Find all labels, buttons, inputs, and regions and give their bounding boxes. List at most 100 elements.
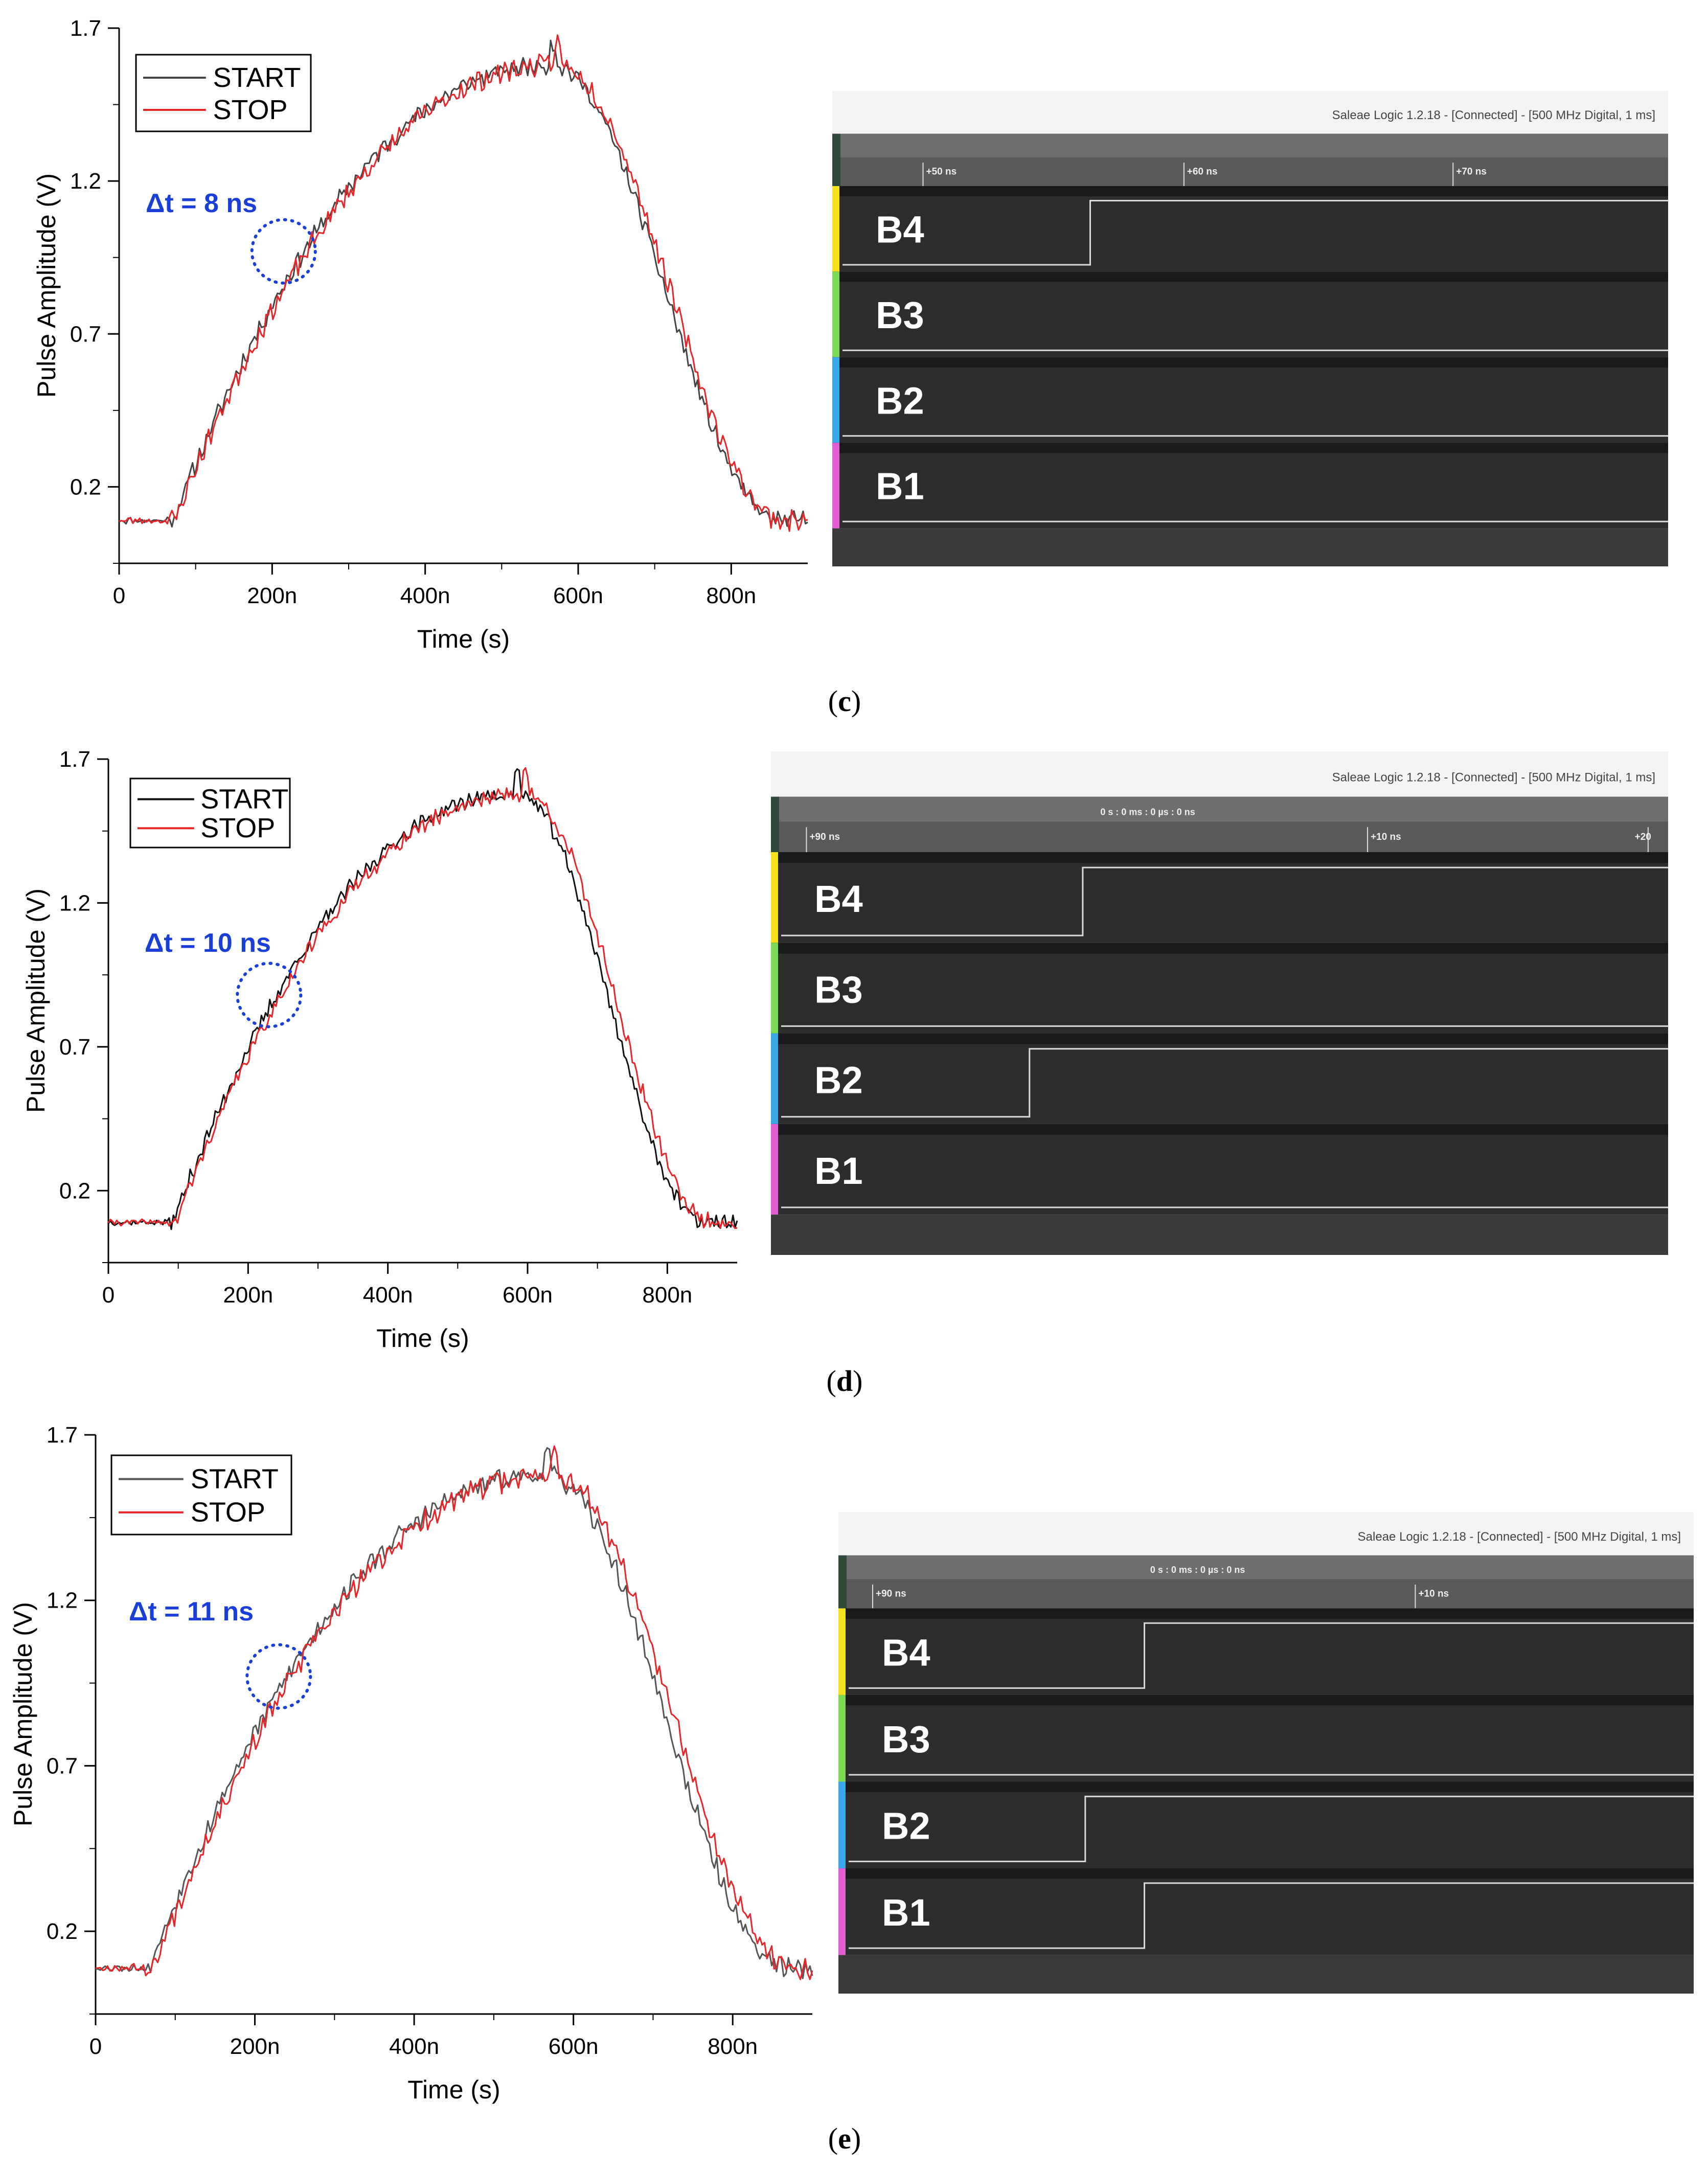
logic-channel-gap	[832, 357, 1668, 368]
logic-channel-label: B1	[814, 1150, 863, 1192]
delta-t-ellipse	[250, 218, 317, 285]
series-line-start	[107, 768, 738, 1230]
logic-channel-color-b3	[771, 943, 778, 1034]
logic-ruler-top	[838, 1555, 1694, 1580]
series-line-stop	[107, 767, 738, 1229]
logic-ruler-tick-label: +60 ns	[1187, 166, 1218, 177]
x-tick-label: 800n	[708, 2034, 758, 2059]
logic-channel-gap	[838, 1608, 1694, 1619]
logic-footer	[771, 1215, 1668, 1255]
logic-channel-row	[838, 1695, 1694, 1782]
y-tick-label: 1.7	[47, 1423, 78, 1448]
x-tick-label: 0	[89, 2034, 102, 2059]
legend-label: STOP	[213, 95, 287, 125]
logic-channel-gap	[832, 271, 1668, 282]
logic-ruler-top	[832, 133, 1668, 157]
legend-label: START	[213, 62, 301, 93]
logic-waveform-b2	[781, 1048, 1668, 1118]
logic-channel-label: B1	[876, 465, 924, 508]
logic-waveform-b4	[842, 199, 1668, 266]
logic-channel-label: B3	[876, 294, 924, 336]
logic-channel-row	[832, 443, 1668, 529]
x-tick-label: 600n	[549, 2034, 599, 2059]
logic-ruler-tick-label: +90 ns	[809, 832, 840, 842]
delta-t-annotation: Δt = 8 ns	[146, 189, 257, 218]
logic-channel-label: B2	[882, 1804, 930, 1847]
y-tick-label: 0.7	[70, 322, 101, 347]
y-tick-label: 1.2	[59, 890, 90, 916]
logic-waveform-b4	[781, 866, 1668, 936]
logic-ruler-tick-label: +70 ns	[1456, 166, 1487, 177]
legend-box	[129, 777, 291, 849]
delta-t-ellipse	[236, 962, 303, 1028]
logic-channel-row	[832, 357, 1668, 443]
caption-d: (d)	[826, 1364, 863, 1398]
logic-analyzer-screenshot-d: Saleae Logic 1.2.18 - [Connected] - [500…	[771, 751, 1668, 1255]
logic-channel-label: B3	[882, 1718, 930, 1760]
logic-channel-label: B4	[876, 208, 924, 250]
logic-title: Saleae Logic 1.2.18 - [Connected] - [500…	[1358, 1530, 1681, 1544]
logic-channel-color-b2	[832, 357, 839, 443]
x-tick-label: 800n	[642, 1283, 692, 1308]
chart-panel-e: 0 200n 400n 600n 800n 0.2 0.7 1.2 1.7 Time (s) Pul…	[9, 1423, 813, 2104]
x-tick-label: 0	[102, 1283, 115, 1308]
y-tick-label: 0.7	[59, 1035, 90, 1060]
logic-footer	[832, 528, 1668, 566]
chart-panel-d: 0 200n 400n 600n 800n 0.2 0.7 1.2 1.7 Time (s) Pul…	[21, 747, 738, 1353]
legend-label: STOP	[200, 813, 275, 843]
caption-e: (e)	[828, 2122, 861, 2155]
x-tick-label: 800n	[706, 583, 756, 608]
logic-ruler-tick-label: +90 ns	[876, 1589, 906, 1599]
logic-channel-gap	[838, 1781, 1694, 1792]
logic-channel-color-b4	[832, 186, 839, 272]
logic-channel-gap	[838, 1868, 1694, 1879]
logic-ruler-tick-label: +10 ns	[1418, 1589, 1449, 1599]
logic-channel-row	[832, 186, 1668, 272]
delta-t-ellipse	[245, 1643, 312, 1710]
logic-channel-gap	[771, 943, 1668, 954]
logic-channel-row	[771, 1033, 1668, 1124]
series-line-start	[95, 1447, 813, 1979]
logic-title-bar	[771, 751, 1668, 797]
x-tick-label: 200n	[230, 2034, 280, 2059]
logic-cursor-time: 0 s : 0 ms : 0 µs : 0 ns	[1100, 807, 1195, 817]
series-line-stop	[95, 1445, 813, 1980]
logic-channel-color-b1	[838, 1868, 846, 1955]
logic-ruler-tick-label: +50 ns	[926, 166, 957, 177]
y-axis-label: Pulse Amplitude (V)	[21, 888, 50, 1113]
x-tick-label: 400n	[400, 583, 450, 608]
logic-channel-gap	[832, 443, 1668, 453]
logic-channel-label: B4	[814, 878, 863, 920]
x-tick-label: 0	[113, 583, 125, 608]
logic-channel-color-b2	[771, 1033, 778, 1124]
logic-ruler-top	[771, 796, 1668, 822]
logic-channel-row	[832, 271, 1668, 357]
y-tick-label: 1.7	[59, 747, 90, 772]
logic-footer	[838, 1955, 1694, 1994]
logic-channel-label: B1	[882, 1891, 930, 1934]
logic-channel-row	[771, 943, 1668, 1034]
x-tick-label: 600n	[503, 1283, 553, 1308]
y-tick-label: 1.2	[47, 1588, 78, 1613]
logic-channel-label: B3	[814, 968, 863, 1011]
logic-channel-row	[838, 1868, 1694, 1955]
x-axis-label: Time (s)	[376, 1324, 469, 1353]
logic-channel-gap	[838, 1695, 1694, 1706]
x-axis-label: Time (s)	[417, 625, 510, 653]
x-tick-label: 200n	[247, 583, 297, 608]
logic-ruler-handle	[838, 1555, 847, 1609]
legend-label: START	[200, 784, 288, 815]
logic-channel-color-b4	[838, 1608, 846, 1695]
caption-c: (c)	[828, 684, 861, 718]
logic-title-bar	[832, 91, 1668, 134]
y-tick-label: 0.2	[47, 1919, 78, 1944]
logic-channel-gap	[771, 1124, 1668, 1135]
x-tick-label: 400n	[363, 1283, 413, 1308]
logic-channel-row	[838, 1608, 1694, 1695]
x-tick-label: 400n	[389, 2034, 439, 2059]
logic-channel-color-b1	[832, 443, 839, 529]
x-axis-label: Time (s)	[407, 2075, 500, 2104]
x-tick-label: 200n	[223, 1283, 273, 1308]
logic-ruler-tick-label: +20	[1635, 832, 1651, 842]
x-tick-label: 600n	[553, 583, 603, 608]
